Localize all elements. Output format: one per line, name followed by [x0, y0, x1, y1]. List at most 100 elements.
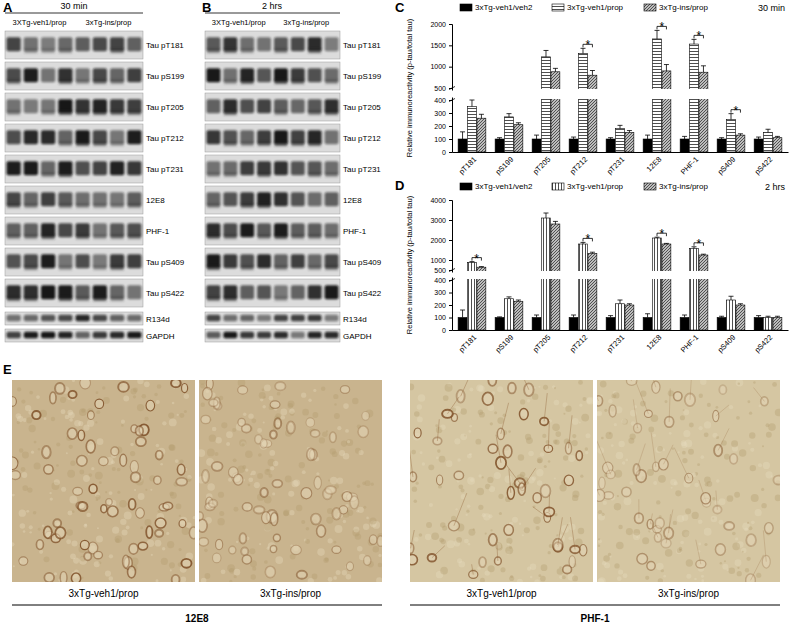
blot-band	[93, 234, 106, 239]
y-tick-label: 400	[434, 277, 446, 284]
texture	[207, 449, 215, 457]
texture	[226, 431, 233, 438]
bar	[680, 139, 689, 152]
texture	[176, 504, 182, 510]
stained-cell	[179, 520, 186, 528]
texture	[587, 398, 593, 404]
image-caption: 3xTg-ins/prop	[260, 588, 322, 599]
row-label: 12E8	[146, 196, 165, 205]
y-tick-mark	[449, 260, 452, 261]
stained-process	[447, 397, 459, 414]
texture	[251, 574, 256, 579]
texture	[145, 489, 147, 491]
x-tick: pT212	[568, 333, 589, 354]
stained-cell	[273, 534, 280, 541]
texture	[582, 397, 586, 401]
stained-cell	[508, 383, 516, 394]
y-tick-label: 300	[434, 289, 446, 296]
texture	[66, 452, 68, 454]
texture	[133, 395, 136, 398]
texture	[524, 527, 530, 533]
texture	[209, 434, 216, 441]
texture	[727, 569, 729, 571]
texture	[124, 512, 132, 520]
y-tick: 500	[434, 85, 452, 92]
blot-band	[258, 234, 271, 239]
texture	[341, 440, 347, 446]
error-bar	[545, 213, 546, 218]
texture	[264, 469, 270, 475]
texture	[363, 506, 366, 509]
blot-band	[58, 223, 72, 237]
texture	[701, 575, 704, 578]
texture	[747, 522, 749, 524]
texture	[69, 496, 77, 504]
stained-cell	[270, 546, 277, 553]
texture	[418, 394, 426, 402]
x-tick: pS199	[494, 155, 516, 177]
bar	[625, 305, 634, 330]
blot-band	[93, 265, 106, 270]
x-tick-label: pS409	[716, 155, 738, 177]
stained-cell	[503, 445, 512, 458]
blot-band	[223, 254, 237, 268]
stained-process	[569, 415, 573, 448]
legend-swatch	[644, 4, 656, 11]
row-label: Tau pS199	[146, 72, 185, 81]
stained-cell	[479, 557, 486, 567]
texture	[629, 481, 633, 485]
texture	[682, 530, 690, 538]
texture	[67, 529, 73, 535]
texture	[509, 546, 512, 549]
blot-band	[111, 79, 124, 84]
texture	[737, 571, 742, 576]
texture	[732, 542, 740, 550]
blot-strip	[5, 279, 143, 307]
stained-cell	[482, 392, 493, 405]
error-cap	[775, 136, 780, 137]
texture	[49, 492, 51, 494]
error-bar	[481, 114, 482, 118]
texture	[44, 417, 47, 420]
texture	[95, 421, 97, 423]
texture	[66, 539, 71, 544]
texture	[657, 446, 663, 452]
texture	[39, 550, 43, 554]
texture	[86, 513, 90, 517]
stained-cell	[146, 526, 152, 538]
blot-band	[7, 296, 20, 301]
texture	[475, 439, 481, 445]
texture	[536, 526, 540, 530]
texture	[83, 475, 90, 482]
texture	[299, 462, 305, 468]
texture	[699, 394, 703, 398]
blot-band	[257, 332, 271, 339]
texture	[712, 497, 715, 500]
texture	[411, 450, 416, 455]
texture	[771, 475, 773, 477]
stained-cell	[350, 496, 359, 509]
stained-cell	[488, 380, 496, 386]
row-label: Tau pT212	[343, 134, 381, 143]
texture	[692, 512, 699, 519]
blot-band	[128, 110, 141, 115]
stained-cell	[130, 460, 138, 473]
texture	[26, 510, 29, 513]
texture	[201, 403, 205, 407]
stained-cell	[597, 489, 605, 501]
y-tick-label: 200	[434, 123, 446, 130]
stained-cell	[171, 380, 181, 387]
x-tick-label: pT212	[568, 155, 589, 176]
texture	[22, 451, 29, 458]
texture	[685, 508, 691, 514]
blot-band	[291, 99, 305, 113]
legend-label: 3xTg-veh1/veh2	[475, 182, 533, 191]
blot-band	[111, 48, 124, 53]
texture	[343, 403, 349, 409]
stained-cell	[12, 457, 18, 469]
texture	[144, 519, 151, 526]
texture	[130, 443, 134, 447]
texture	[719, 498, 726, 505]
blot-band	[93, 37, 107, 51]
texture	[316, 472, 319, 475]
